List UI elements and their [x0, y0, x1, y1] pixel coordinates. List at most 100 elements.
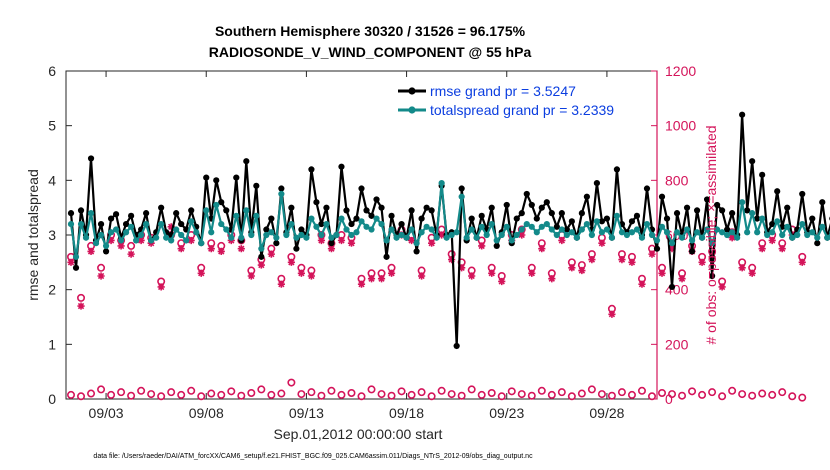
obs-assimilated-point: [568, 264, 576, 272]
obs-possible-point: [327, 386, 336, 395]
totalspread-point: [658, 223, 666, 230]
y-axis-left: 0 1 2 3 4 5 6: [48, 63, 72, 407]
totalspread-point: [538, 223, 545, 230]
totalspread-point: [809, 229, 816, 236]
rmse-point: [273, 240, 280, 247]
totalspread-point: [203, 207, 210, 214]
totalspread-point: [814, 234, 821, 241]
totalspread-point: [448, 231, 455, 239]
rmse-point: [253, 182, 260, 189]
totalspread-point: [213, 201, 220, 209]
totalspread-point: [468, 226, 475, 233]
totalspread-point: [673, 229, 681, 236]
y-right-tick-label: 0: [665, 391, 673, 407]
rmse-point: [613, 166, 621, 173]
totalspread-point: [278, 190, 285, 198]
rmse-point: [323, 204, 330, 211]
rmse-point: [714, 201, 721, 209]
legend-background: [393, 82, 650, 120]
totalspread-point: [688, 237, 696, 244]
data-file-footer: data file: /Users/raeder/DAI/ATM_forcXX/…: [93, 453, 533, 460]
totalspread-point: [483, 231, 490, 239]
obs-assimilated-point: [317, 236, 326, 245]
totalspread-point: [82, 234, 90, 241]
totalspread-point: [523, 220, 530, 228]
obs-possible-point: [728, 386, 737, 395]
rmse-point: [759, 171, 766, 178]
totalspread-point: [233, 212, 240, 219]
obs-assimilated-point: [167, 223, 175, 231]
chart-title-line1: Southern Hemisphere 30320 / 31526 = 96.1…: [215, 23, 526, 39]
totalspread-point: [548, 226, 555, 233]
rmse-point: [308, 166, 315, 173]
totalspread-point: [618, 229, 626, 236]
obs-possible-point: [217, 390, 226, 399]
totalspread-point: [734, 234, 741, 241]
totalspread-point: [683, 226, 691, 233]
totalspread-point: [488, 220, 495, 228]
totalspread-point: [198, 240, 205, 247]
obs-possible-point: [567, 392, 576, 401]
obs-possible-point: [237, 391, 246, 400]
obs-possible-point: [517, 390, 526, 399]
totalspread-point: [693, 229, 701, 236]
totalspread-point: [333, 231, 340, 239]
totalspread-point: [703, 226, 711, 233]
rmse-point: [353, 215, 360, 222]
obs-possible-point: [627, 390, 636, 399]
obs-possible-point: [668, 390, 677, 399]
rmse-point: [348, 220, 355, 228]
totalspread-point: [608, 234, 616, 241]
obs-possible-point: [97, 385, 106, 394]
rmse-point: [112, 211, 120, 218]
rmse-point: [243, 158, 250, 165]
obs-possible-point: [778, 388, 787, 397]
rmse-point: [373, 196, 380, 203]
totalspread-point: [87, 210, 95, 217]
obs-possible-point: [367, 385, 376, 394]
rmse-point: [729, 210, 736, 217]
totalspread-point: [503, 223, 510, 230]
totalspread-point: [413, 240, 420, 247]
legend-rmse-marker: [408, 87, 416, 95]
obs-possible-point: [267, 390, 276, 399]
rmse-point: [218, 199, 225, 206]
y-left-tick-label: 1: [48, 336, 56, 352]
totalspread-point: [498, 231, 505, 239]
obs-possible-point: [678, 391, 687, 400]
totalspread-point: [749, 210, 756, 217]
totalspread-point: [428, 226, 435, 233]
rmse-point: [518, 210, 525, 217]
rmse-point: [178, 220, 185, 228]
x-tick-label: 09/08: [189, 405, 224, 421]
obs-assimilated-point: [107, 236, 115, 245]
totalspread-point: [438, 179, 445, 187]
rmse-point: [553, 223, 560, 230]
rmse-point: [102, 248, 110, 255]
obs-assimilated-point: [768, 236, 776, 245]
obs-assimilated-point: [67, 258, 75, 266]
totalspread-point: [303, 234, 310, 241]
totalspread-point: [243, 207, 250, 214]
totalspread-point: [283, 231, 290, 239]
totalspread-point: [398, 231, 405, 239]
obs-assimilated-point: [327, 245, 336, 253]
obs-possible-point: [277, 389, 286, 398]
totalspread-point: [383, 237, 390, 244]
totalspread-point: [173, 226, 180, 233]
totalspread-point: [744, 229, 751, 236]
totalspread-point: [458, 193, 465, 200]
obs-possible-point: [97, 263, 106, 272]
obs-assimilated-point: [307, 272, 316, 280]
totalspread-point: [623, 231, 631, 239]
totalspread-point: [273, 234, 280, 241]
rmse-point: [774, 188, 781, 195]
obs-assimilated-point: [257, 261, 265, 269]
obs-assimilated-point: [578, 266, 586, 275]
y-left-tick-label: 6: [48, 63, 56, 79]
obs-assimilated-point: [77, 302, 85, 310]
obs-possible-point: [658, 388, 667, 397]
totalspread-point: [433, 234, 440, 241]
obs-assimilated-point: [127, 250, 135, 258]
